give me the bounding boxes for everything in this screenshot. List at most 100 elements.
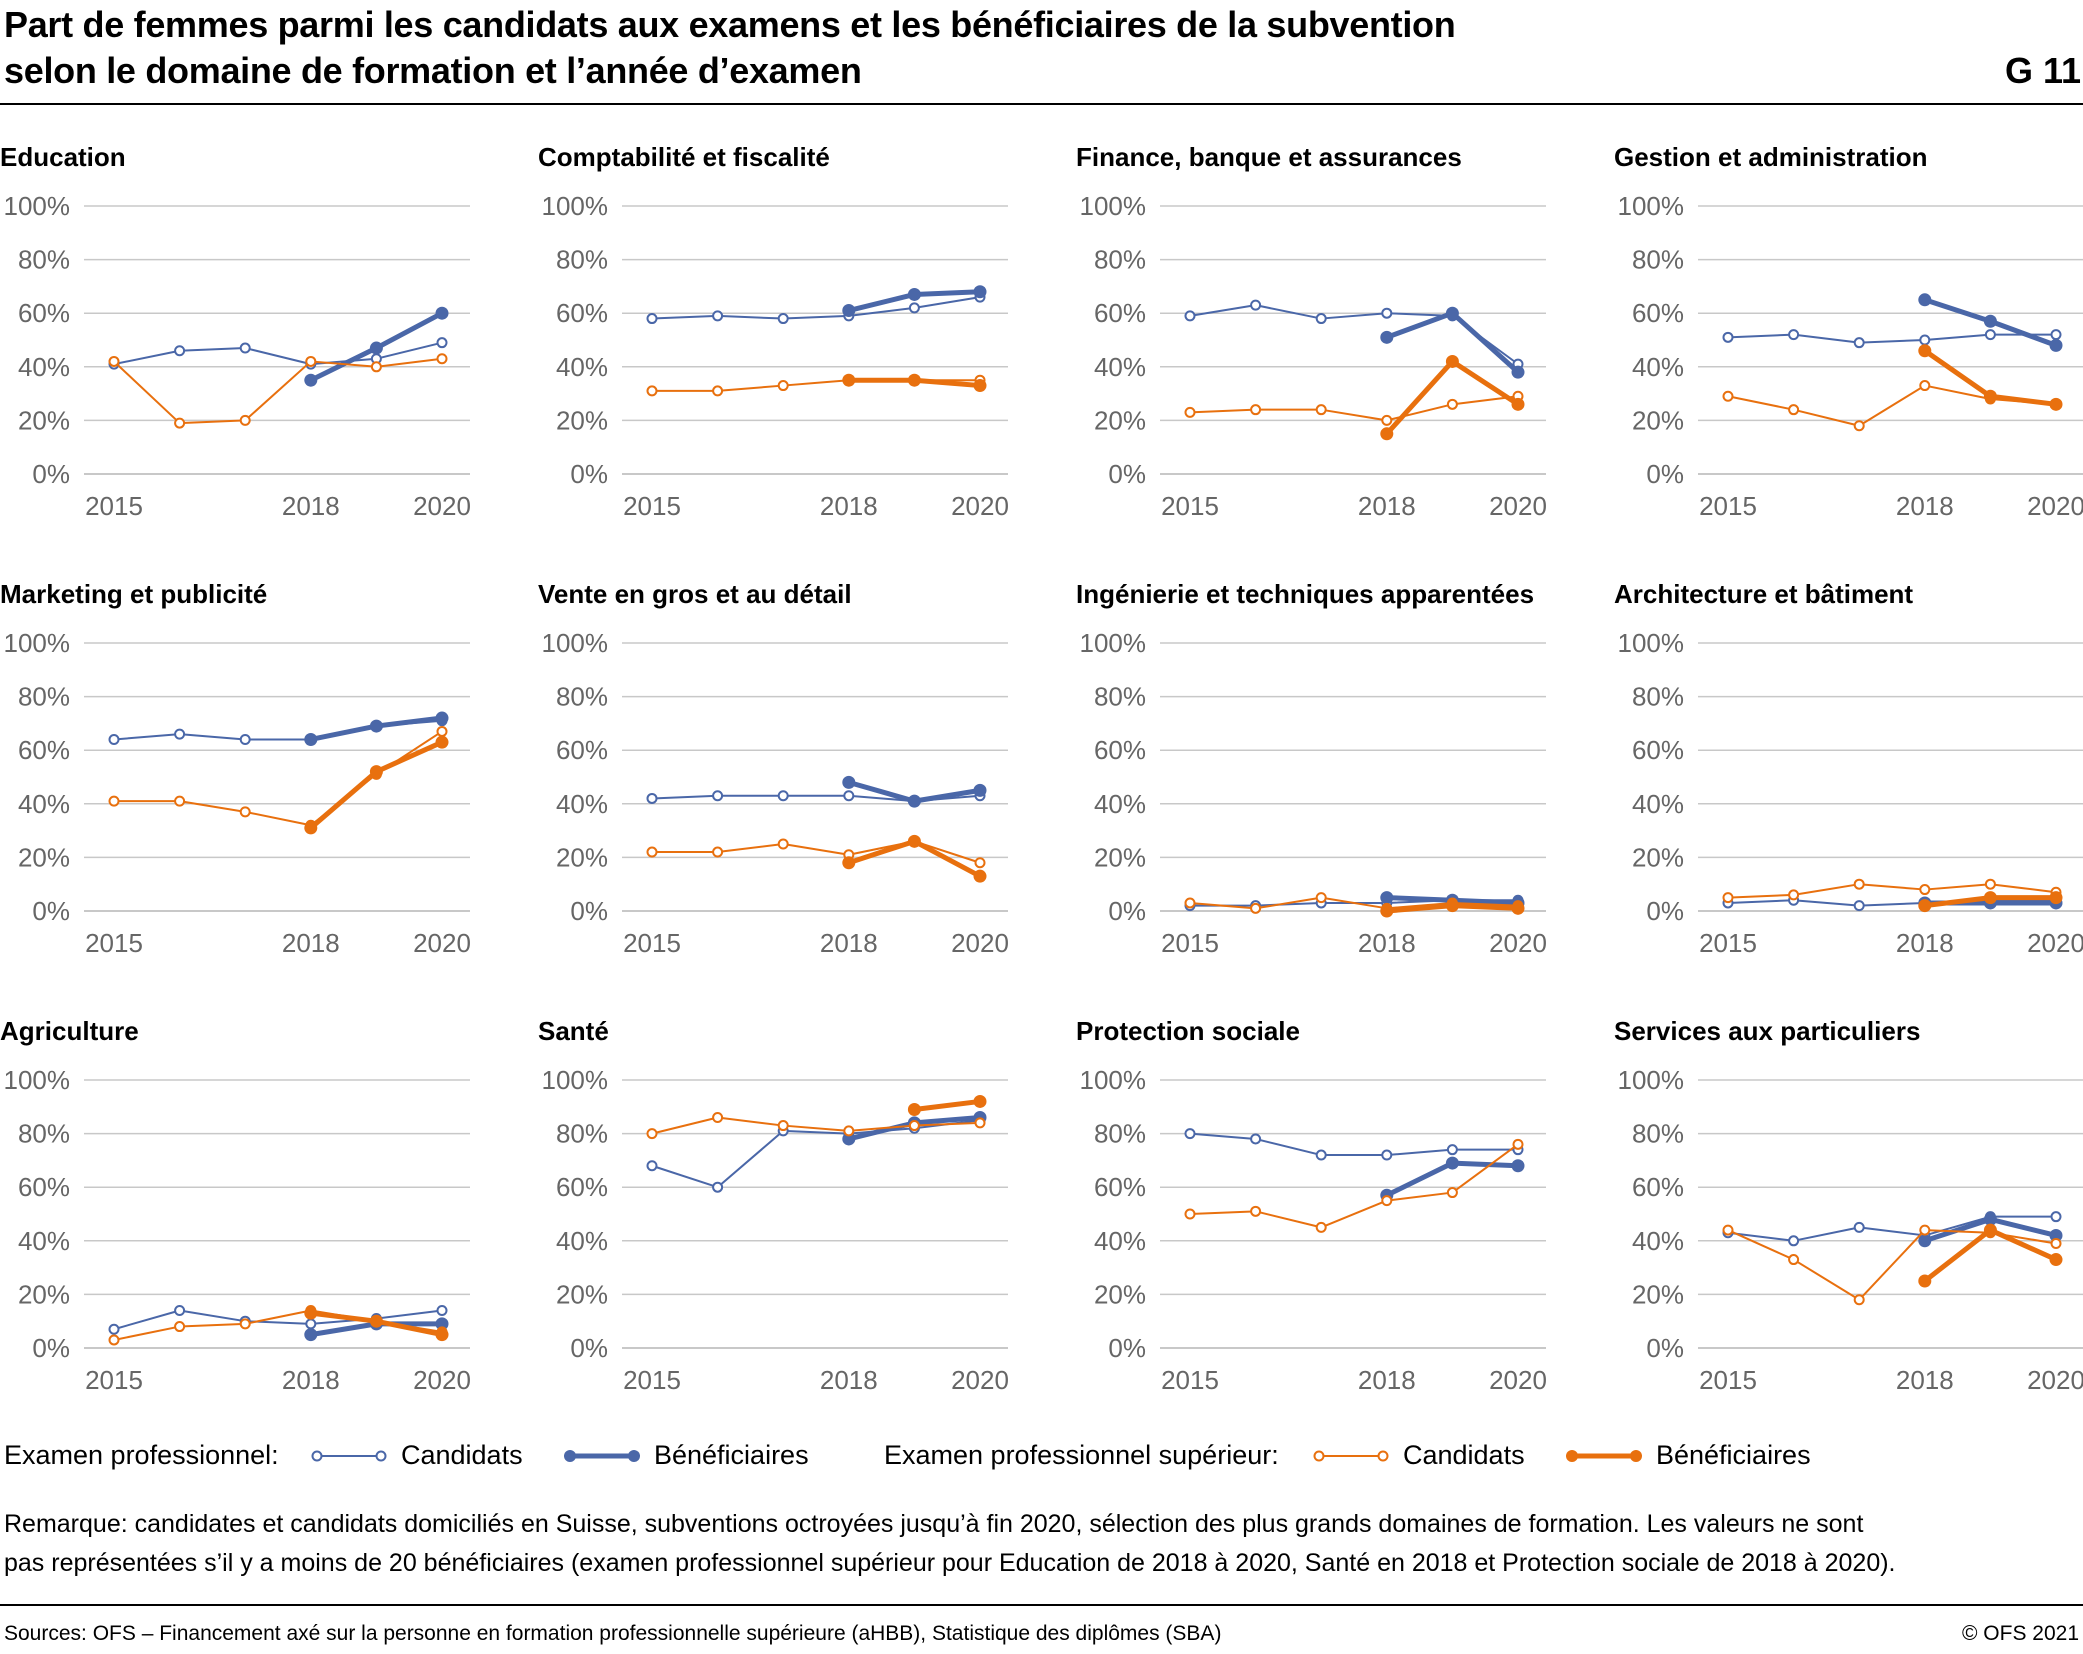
x-tick-label: 2018 (820, 491, 878, 521)
y-tick-label: 80% (1094, 682, 1146, 712)
y-tick-label: 80% (1632, 682, 1684, 712)
x-tick-label: 2020 (951, 491, 1009, 521)
data-point (1315, 404, 1327, 416)
x-tick-label: 2020 (2027, 928, 2083, 958)
data-point (1446, 1187, 1458, 1199)
y-tick-label: 100% (542, 628, 609, 658)
data-point (777, 790, 789, 802)
y-tick-label: 20% (1094, 405, 1146, 435)
y-tick-label: 0% (32, 459, 70, 489)
x-tick-label: 2015 (85, 491, 143, 521)
legend-item-eps-candidates: Candidats (1311, 1440, 1525, 1471)
x-tick-label: 2015 (1161, 1365, 1219, 1395)
data-point (777, 1120, 789, 1132)
series-line (1384, 358, 1521, 437)
y-tick-label: 20% (18, 1279, 70, 1309)
legend-swatch-eps-beneficiaries (1566, 1449, 1642, 1462)
data-point (1381, 307, 1393, 319)
data-point (646, 1160, 658, 1172)
y-tick-label: 20% (556, 405, 608, 435)
data-point (842, 1132, 856, 1146)
y-tick-label: 0% (1646, 1333, 1684, 1363)
x-tick-label: 2020 (1489, 928, 1547, 958)
series-line (1727, 899, 2057, 907)
data-point (1445, 899, 1459, 913)
data-point (1315, 313, 1327, 325)
data-point (174, 417, 186, 429)
y-tick-label: 40% (1094, 789, 1146, 819)
y-tick-label: 100% (4, 1065, 71, 1095)
data-point (1853, 1221, 1865, 1233)
remark-note: Remarque: candidates et candidats domici… (4, 1505, 2064, 1583)
panel-title: Finance, banque et assurances (1076, 142, 1462, 172)
data-point (436, 353, 448, 365)
x-tick-label: 2020 (413, 491, 471, 521)
data-point (1445, 306, 1459, 320)
data-point (1511, 901, 1525, 915)
chart-panel: Architecture et bâtiment 100% 80% 60% 40% 20%… (1614, 541, 2083, 979)
series-line (113, 357, 443, 425)
line-chart: 100% 80% 60% 40% 20% 0% 2015 2018 2020 (1080, 191, 1547, 521)
legend-label-ep-candidates: Candidats (401, 1440, 523, 1470)
data-point (1380, 330, 1394, 344)
data-point (435, 711, 449, 725)
line-chart: 100% 80% 60% 40% 20% 0% 2015 2018 2020 (1080, 628, 1547, 958)
legend-item-ep-beneficiaries: Bénéficiaires (562, 1440, 809, 1471)
chart-title-line-1: Part de femmes parmi les candidats aux e… (4, 4, 1456, 45)
y-tick-label: 60% (1632, 735, 1684, 765)
panel-title: Services aux particuliers (1614, 1016, 1921, 1046)
data-point (1380, 427, 1394, 441)
data-point (239, 414, 251, 426)
data-point (842, 304, 856, 318)
data-point (304, 821, 318, 835)
y-tick-label: 100% (4, 191, 71, 221)
bottom-divider (0, 1604, 2083, 1606)
data-point (1722, 892, 1734, 904)
data-point (646, 1128, 658, 1140)
data-point (973, 379, 987, 393)
data-point (1788, 404, 1800, 416)
data-point (174, 795, 186, 807)
data-point (174, 1304, 186, 1316)
y-tick-label: 20% (18, 405, 70, 435)
y-tick-label: 0% (1108, 459, 1146, 489)
y-tick-label: 0% (1646, 896, 1684, 926)
x-tick-label: 2018 (820, 1365, 878, 1395)
y-tick-label: 20% (1094, 1279, 1146, 1309)
data-point (1984, 878, 1996, 890)
y-tick-label: 80% (18, 682, 70, 712)
x-tick-label: 2015 (85, 928, 143, 958)
panel-title: Vente en gros et au détail (538, 579, 852, 609)
y-tick-label: 0% (1646, 459, 1684, 489)
data-point (1381, 1195, 1393, 1207)
data-point (712, 1112, 724, 1124)
panel-title: Comptabilité et fiscalité (538, 142, 830, 172)
data-point (712, 1181, 724, 1193)
data-point (1918, 293, 1932, 307)
line-chart: 100% 80% 60% 40% 20% 0% 2015 2018 2020 (542, 1065, 1009, 1395)
line-chart: 100% 80% 60% 40% 20% 0% 2015 2018 2020 (542, 191, 1009, 521)
data-point (712, 846, 724, 858)
data-point (1983, 1212, 1997, 1226)
x-tick-label: 2015 (1161, 491, 1219, 521)
data-point (842, 775, 856, 789)
y-tick-label: 100% (1618, 628, 1685, 658)
data-point (2049, 1228, 2063, 1242)
y-tick-label: 40% (556, 789, 608, 819)
data-point (436, 337, 448, 349)
data-point (1722, 390, 1734, 402)
x-tick-label: 2020 (2027, 491, 2083, 521)
data-point (108, 1334, 120, 1346)
data-point (646, 846, 658, 858)
data-point (1315, 892, 1327, 904)
data-point (1184, 1208, 1196, 1220)
y-tick-label: 20% (1632, 405, 1684, 435)
series-line (1189, 1143, 1519, 1229)
x-tick-label: 2018 (820, 928, 878, 958)
y-tick-label: 40% (556, 1226, 608, 1256)
data-point (712, 385, 724, 397)
y-tick-label: 60% (556, 1172, 608, 1202)
legend-label-eps-beneficiaries: Bénéficiaires (1656, 1440, 1811, 1470)
data-point (1853, 420, 1865, 432)
data-point (369, 719, 383, 733)
